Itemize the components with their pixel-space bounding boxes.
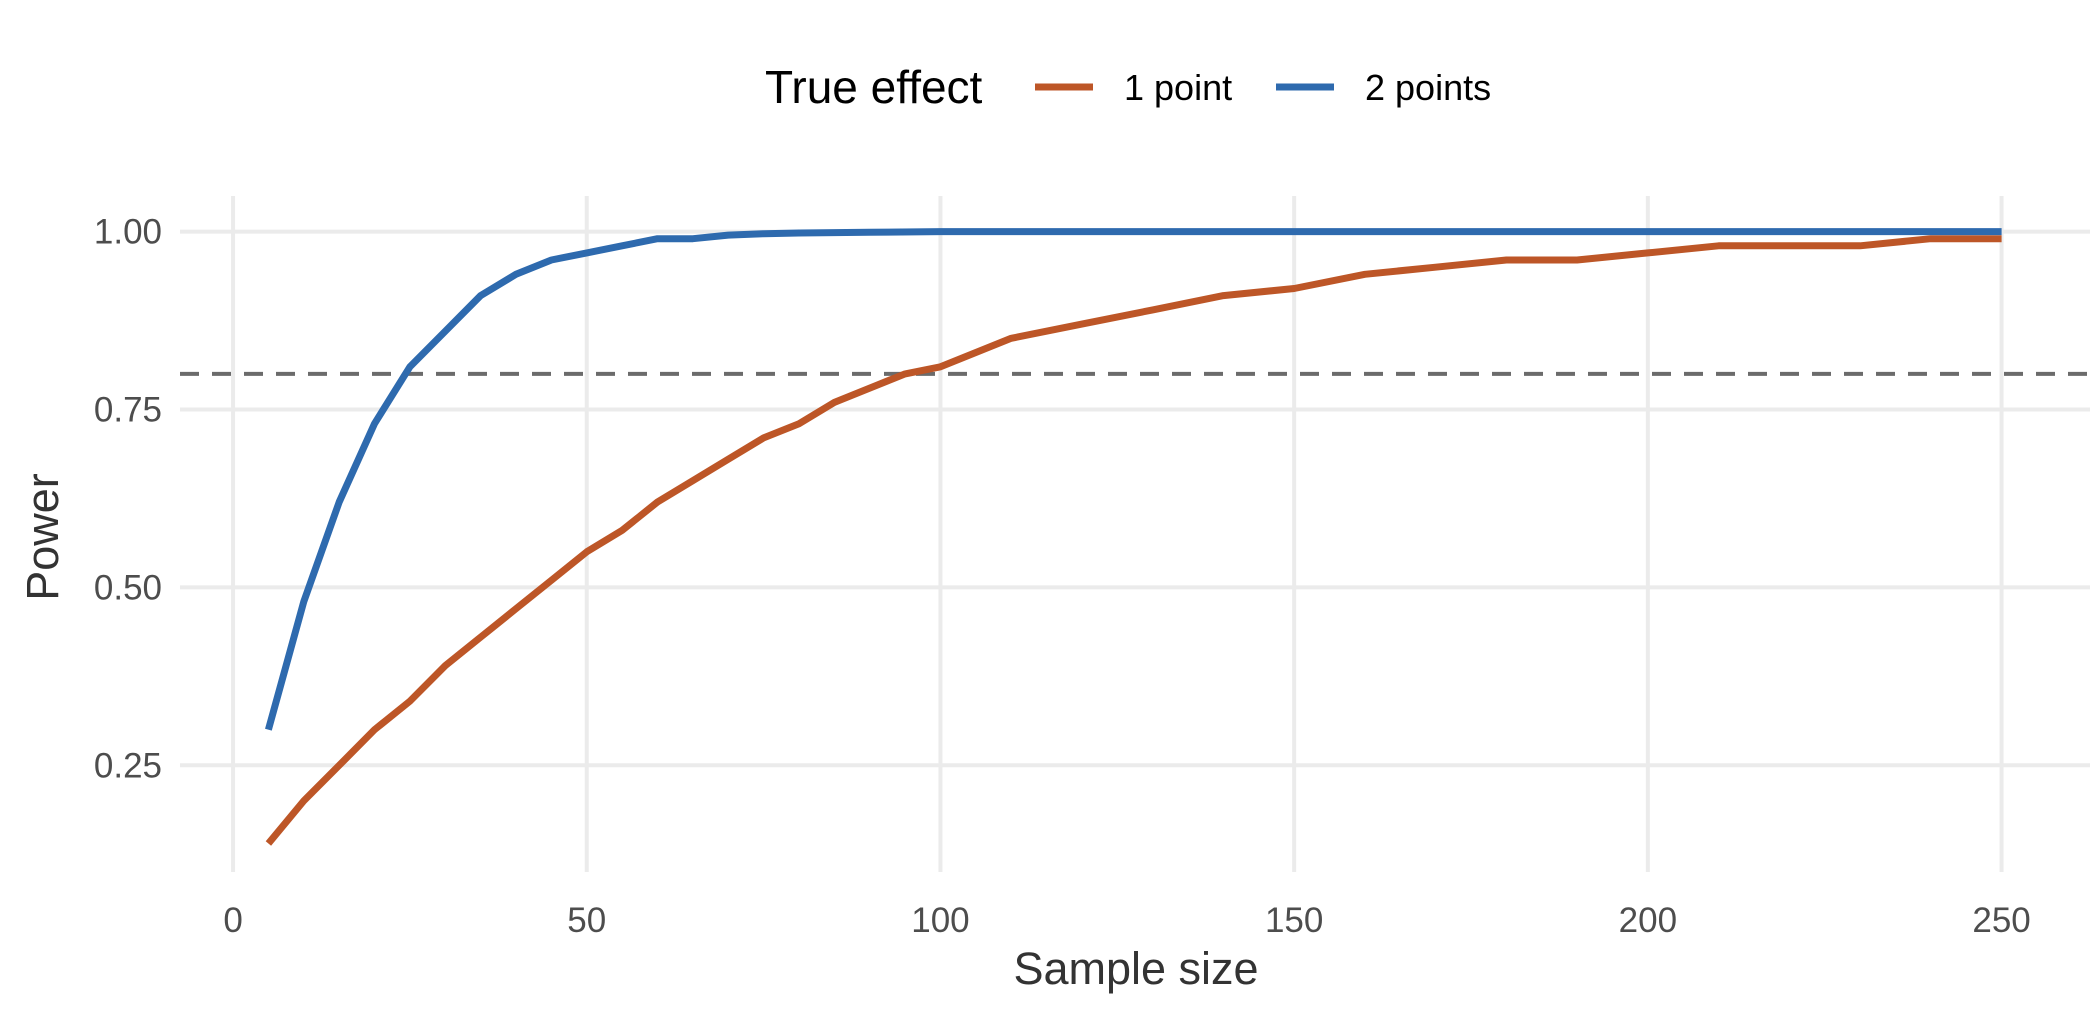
x-tick-label-0: 0: [223, 901, 242, 940]
x-tick-label-150: 150: [1265, 901, 1323, 940]
y-axis-title: Power: [17, 473, 68, 601]
x-tick-label-250: 250: [1972, 901, 2030, 940]
series-line-1-point: [265, 235, 2002, 846]
y-tick-label-0.25: 0.25: [94, 746, 162, 785]
legend-title: True effect: [765, 61, 983, 113]
series-lines: [265, 228, 2002, 846]
x-axis-ticks: 0 50 100 150 200 250: [223, 901, 2030, 940]
x-axis-title: Sample size: [1013, 943, 1258, 994]
grid: [180, 196, 2090, 872]
y-tick-label-0.50: 0.50: [94, 568, 162, 607]
y-tick-label-0.75: 0.75: [94, 390, 162, 429]
series-line-2-points: [265, 228, 2002, 731]
x-tick-label-200: 200: [1619, 901, 1677, 940]
y-tick-label-1.00: 1.00: [94, 213, 162, 252]
x-tick-label-100: 100: [911, 901, 969, 940]
y-axis-ticks: 0.25 0.50 0.75 1.00: [94, 213, 162, 786]
x-tick-label-50: 50: [567, 901, 606, 940]
legend-label-2-points: 2 points: [1365, 67, 1491, 108]
legend-label-1-point: 1 point: [1124, 67, 1232, 108]
legend: True effect 1 point 2 points: [765, 61, 1491, 113]
